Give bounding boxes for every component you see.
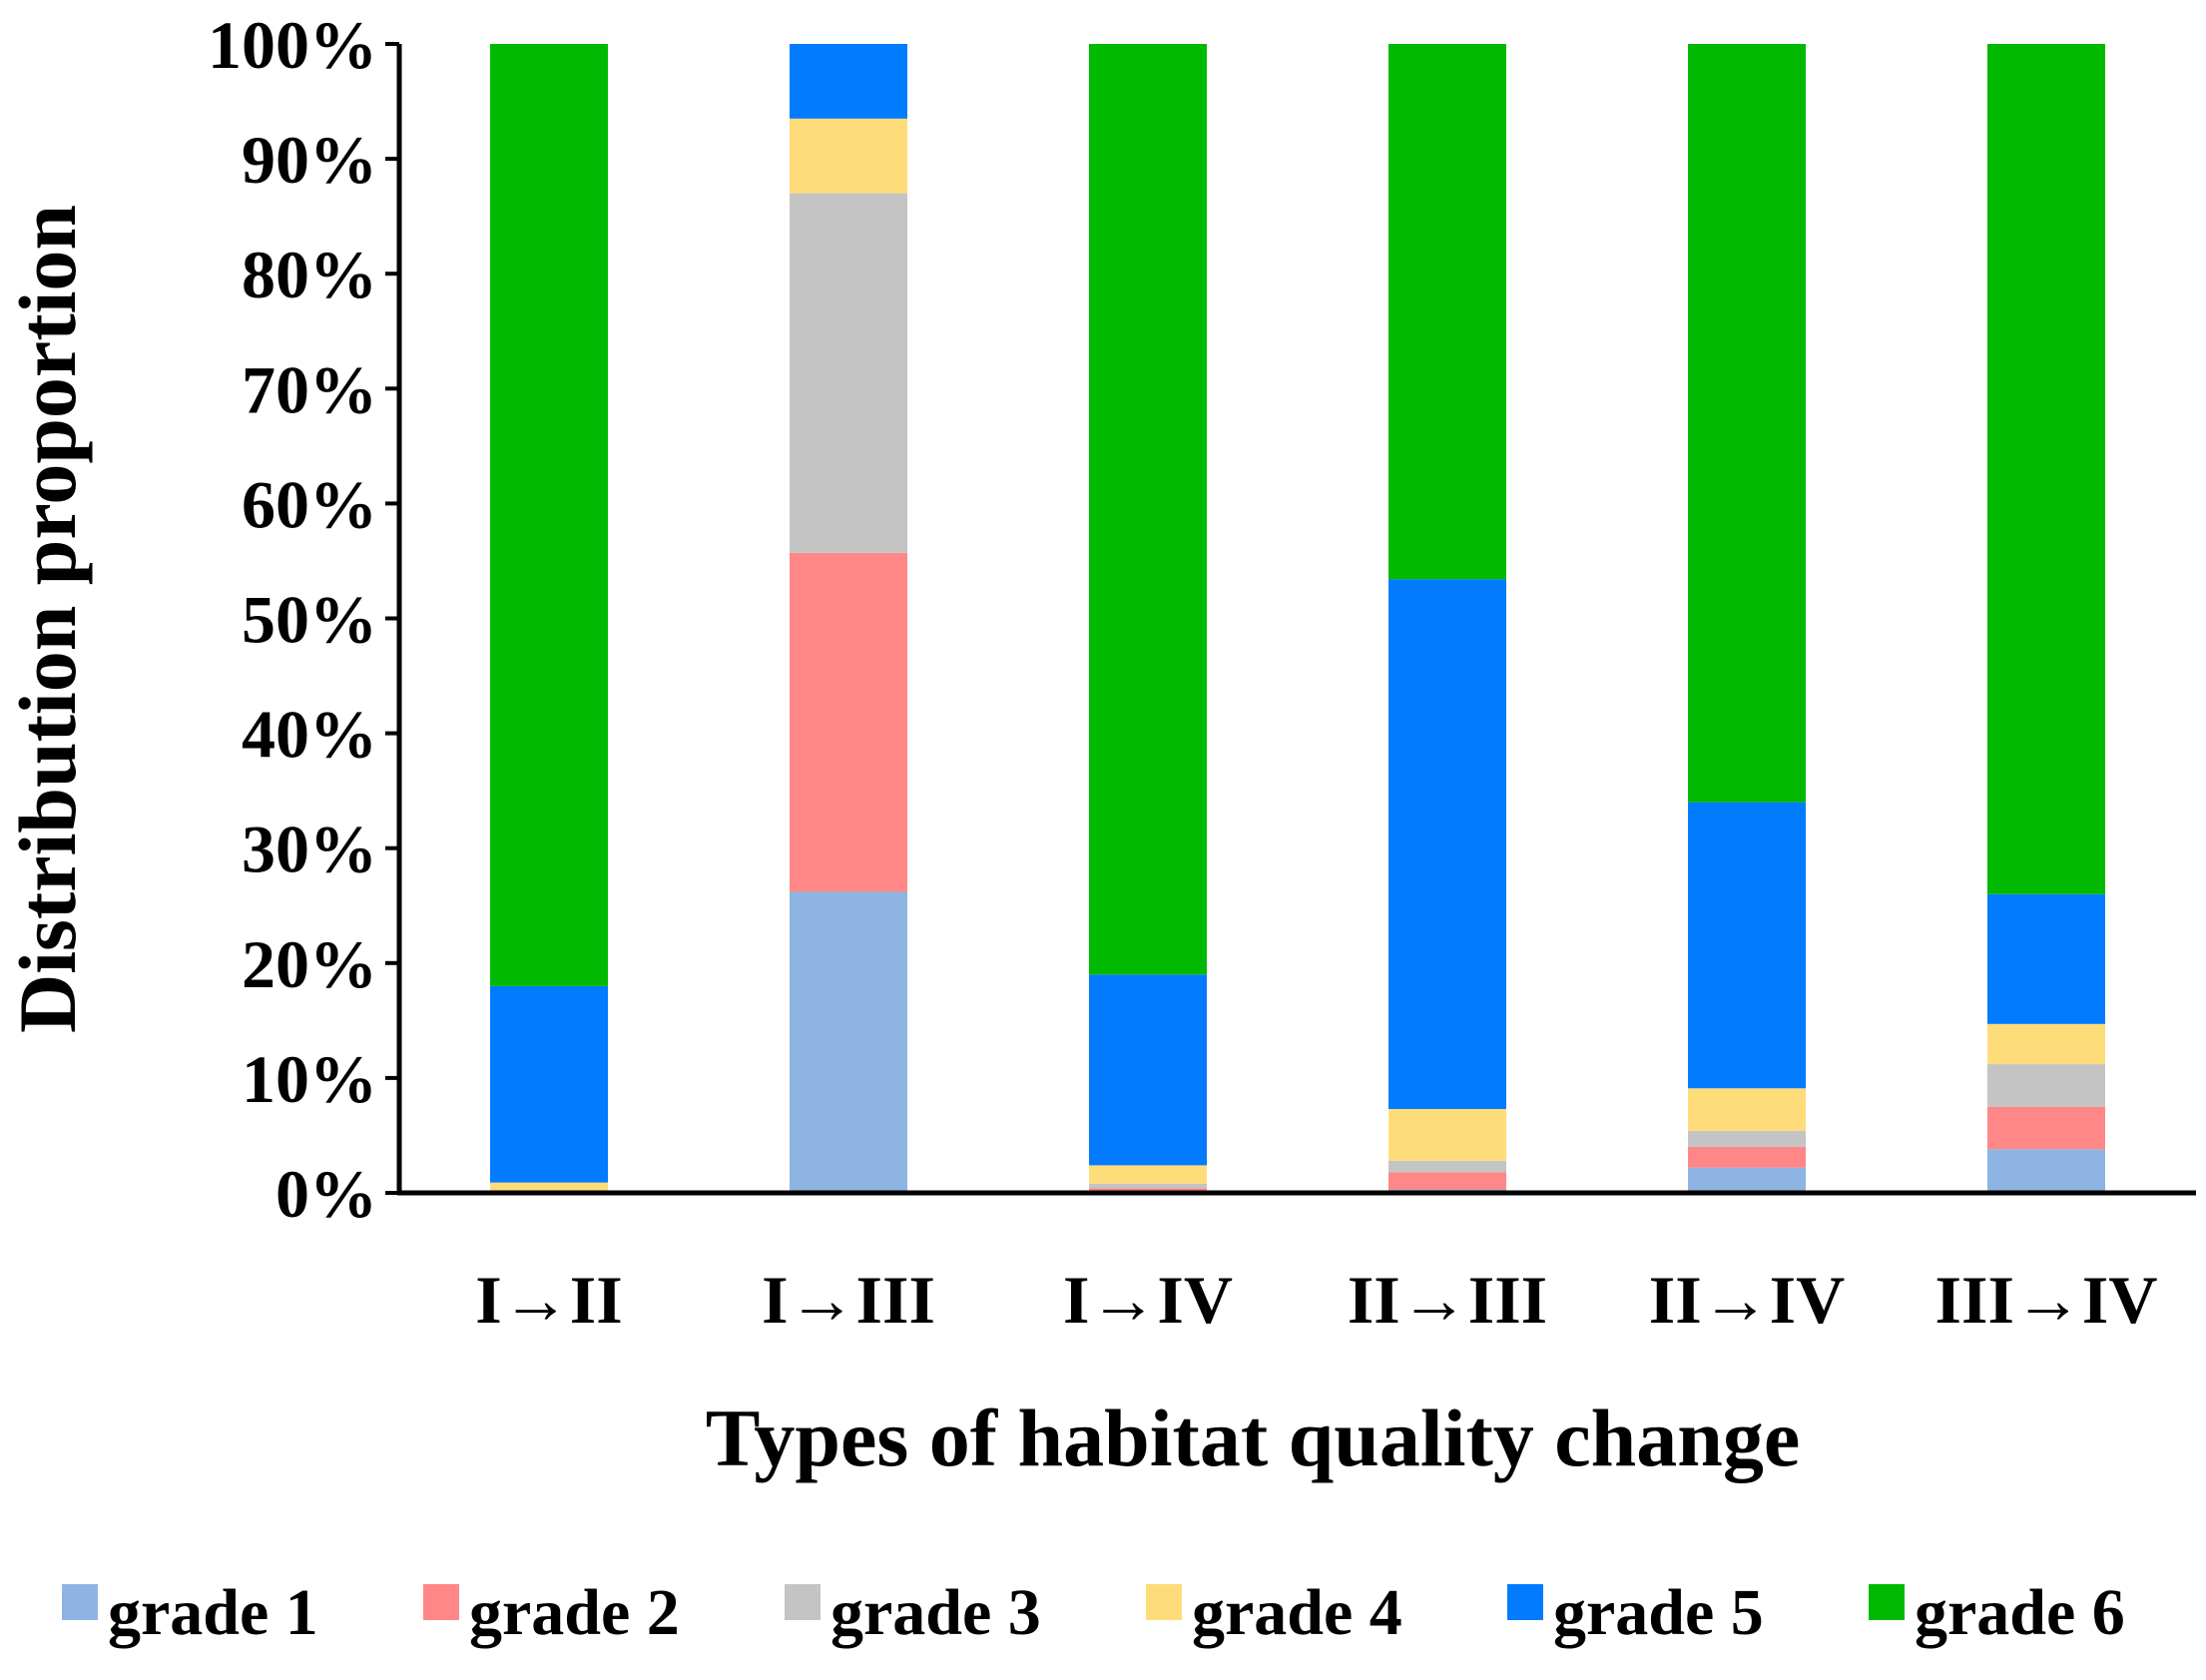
y-tick-label: 50% [242,582,377,658]
legend-swatch-grade-6 [1869,1584,1905,1620]
x-category-label: I→III [762,1262,935,1338]
x-category-label: II→III [1348,1262,1547,1338]
bar-segment-grade-4-cat-2 [1089,1165,1207,1184]
legend-label-grade-6: grade 6 [1915,1576,2125,1649]
legend-label-grade-3: grade 3 [830,1576,1041,1649]
legend-swatch-grade-3 [785,1584,821,1620]
bar-segment-grade-6-cat-0 [490,44,608,986]
bar-segment-grade-5-cat-0 [490,985,608,1183]
x-axis-category-labels: I→II I→III I→IV II→III II→IV III→IV [475,1262,2157,1338]
bar-segment-grade-3-cat-2 [1089,1183,1207,1189]
legend-label-grade-5: grade 5 [1553,1576,1764,1649]
y-tick-label: 0% [276,1156,377,1232]
bar-segment-grade-6-cat-2 [1089,44,1207,975]
legend-label-grade-4: grade 4 [1192,1576,1402,1649]
y-axis-title: Distribution proportion [2,205,93,1033]
bar-segment-grade-2-cat-4 [1688,1146,1806,1168]
legend-swatch-grade-5 [1507,1584,1543,1620]
bars [490,44,2105,1193]
legend-swatch-grade-4 [1146,1584,1182,1620]
y-tick-label: 10% [242,1041,377,1117]
y-tick-label: 20% [242,926,377,1002]
x-category-label: II→IV [1649,1262,1846,1338]
bar-segment-grade-4-cat-5 [1987,1023,2105,1065]
legend-label-grade-1: grade 1 [108,1576,318,1649]
y-tick-label: 100% [208,7,377,83]
bar-segment-grade-4-cat-3 [1388,1108,1506,1161]
bar-segment-grade-4-cat-0 [490,1182,608,1193]
bar-segment-grade-6-cat-3 [1388,44,1506,580]
bar-segment-grade-6-cat-5 [1987,44,2105,894]
y-tick-label: 80% [242,237,377,312]
legend-label-grade-2: grade 2 [469,1576,680,1649]
bar-segment-grade-4-cat-4 [1688,1088,1806,1131]
x-category-label: III→IV [1935,1262,2158,1338]
bar-segment-grade-3-cat-4 [1688,1130,1806,1147]
legend-swatch-grade-2 [423,1584,459,1620]
x-axis-title: Types of habitat quality change [706,1393,1801,1483]
bar-segment-grade-4-cat-1 [790,118,907,194]
bar-segment-grade-5-cat-2 [1089,974,1207,1166]
y-tick-label: 60% [242,466,377,542]
y-tick-label: 30% [242,812,377,887]
y-tick-label: 90% [242,122,377,198]
bar-segment-grade-2-cat-5 [1987,1106,2105,1150]
bar-segment-grade-1-cat-4 [1688,1167,1806,1193]
x-category-label: I→IV [1063,1262,1233,1338]
bar-segment-grade-1-cat-1 [790,891,907,1193]
bar-segment-grade-3-cat-1 [790,193,907,553]
bar-segment-grade-3-cat-3 [1388,1160,1506,1173]
bar-segment-grade-2-cat-1 [790,552,907,892]
bar-segment-grade-6-cat-4 [1688,44,1806,803]
bar-segment-grade-3-cat-5 [1987,1064,2105,1107]
y-axis-ticks: 0% 10% 20% 30% 40% 50% 60% 70% 80% 90% 100% [208,7,399,1232]
bar-segment-grade-2-cat-2 [1089,1188,1207,1191]
bar-segment-grade-1-cat-5 [1987,1149,2105,1193]
bar-segment-grade-5-cat-1 [790,44,907,119]
legend-swatch-grade-1 [62,1584,98,1620]
y-tick-label: 70% [242,351,377,427]
bar-segment-grade-2-cat-3 [1388,1172,1506,1190]
y-tick-label: 40% [242,697,377,773]
bar-segment-grade-5-cat-4 [1688,802,1806,1089]
legend: grade 1 grade 2 grade 3 grade 4 grade 5 grade… [62,1576,2125,1649]
bar-segment-grade-5-cat-3 [1388,579,1506,1109]
bar-segment-grade-5-cat-5 [1987,893,2105,1024]
x-category-label: I→II [475,1262,622,1338]
